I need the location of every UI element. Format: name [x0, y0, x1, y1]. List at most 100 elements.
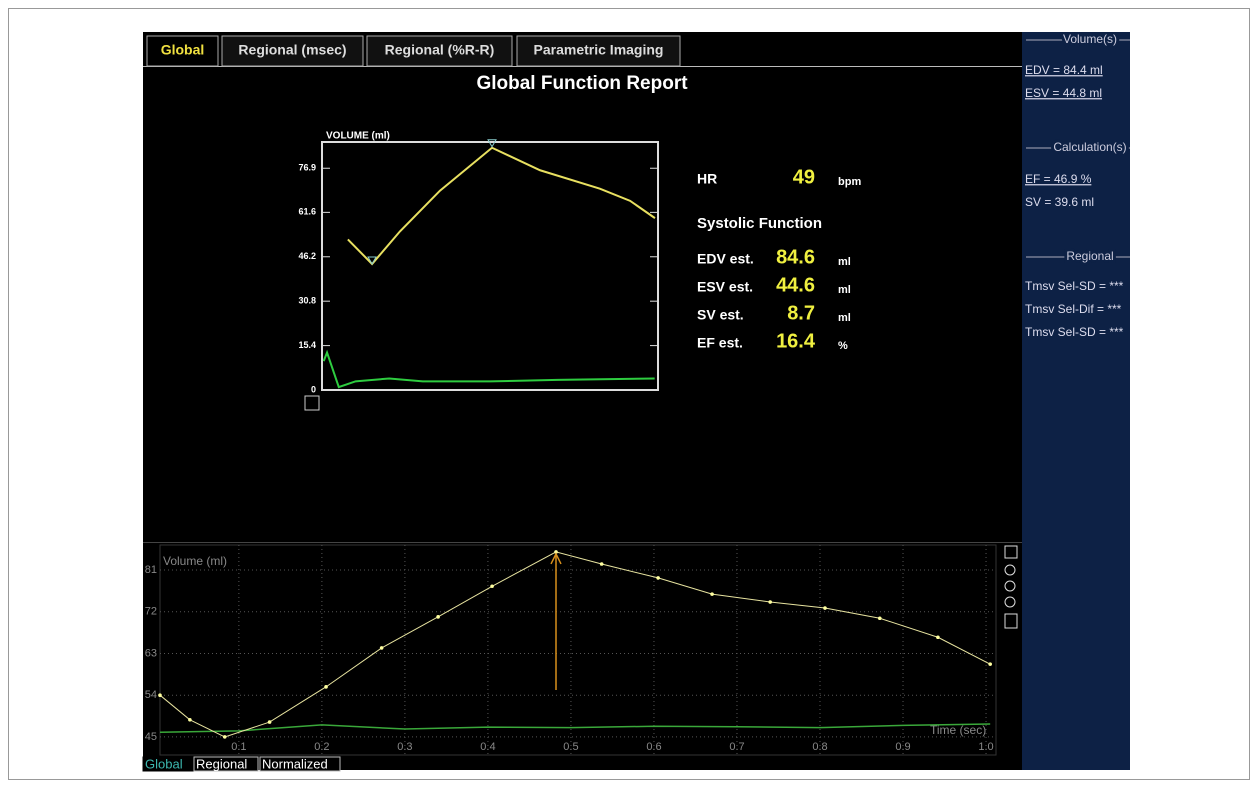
- x-axis-label: Time (sec): [930, 723, 986, 737]
- y-tick-label: 45: [145, 731, 157, 743]
- stat-label: ESV est.: [697, 279, 753, 295]
- tab[interactable]: [146, 35, 219, 67]
- side-item[interactable]: SV = 39.6 ml: [1025, 195, 1094, 209]
- tool-add[interactable]: [1004, 545, 1018, 559]
- y-tick-label: 54: [145, 689, 157, 701]
- tab[interactable]: [516, 35, 681, 67]
- stat-unit: ml: [838, 284, 851, 296]
- extremum-marker: [367, 256, 377, 265]
- tool-pan[interactable]: [1004, 613, 1018, 629]
- y-tick-label: 76.9: [298, 163, 316, 173]
- report-title: Global Function Report: [476, 73, 688, 94]
- section-heading: Calculation(s): [1053, 140, 1126, 154]
- y-tick-label: 63: [145, 647, 157, 659]
- bottom-tab[interactable]: [193, 756, 259, 772]
- volume-point: [222, 735, 227, 739]
- y-tick-label: 0: [311, 384, 316, 394]
- volume-point: [436, 615, 440, 619]
- stat-value: 84.6: [776, 246, 815, 268]
- bottom-tab-label: Normalized: [262, 756, 328, 771]
- hr-label: HR: [697, 171, 717, 187]
- volume-point: [490, 584, 494, 589]
- volume-point: [823, 606, 827, 610]
- side-item[interactable]: ESV = 44.8 ml: [1025, 86, 1102, 100]
- stat-unit: ml: [838, 312, 851, 324]
- tab-label: Regional (msec): [238, 42, 346, 58]
- stat-label: EF est.: [697, 335, 743, 351]
- stat-unit: %: [838, 340, 848, 352]
- tool-zoom-in[interactable]: [1004, 564, 1016, 576]
- y-tick-label: 81: [145, 564, 157, 576]
- x-tick-label: 0.5: [563, 741, 578, 753]
- section-heading: Volume(s): [1063, 32, 1117, 46]
- side-item[interactable]: Tmsv Sel-SD = ***: [1025, 325, 1124, 339]
- volume-point: [988, 662, 992, 666]
- tool-zoom-reset[interactable]: [1004, 596, 1016, 608]
- x-tick-label: 0.1: [231, 741, 246, 753]
- side-item[interactable]: Tmsv Sel-SD = ***: [1025, 279, 1124, 293]
- y-tick-label: 61.6: [298, 207, 316, 217]
- volume-point: [324, 685, 328, 689]
- bottom-tab-label: Regional: [196, 756, 247, 771]
- peak-arrow-head: [550, 552, 562, 565]
- time-chart-box: [159, 544, 997, 756]
- volume-point: [188, 717, 192, 722]
- baseline-line: [159, 723, 991, 734]
- tab[interactable]: [221, 35, 364, 67]
- tool-zoom-out[interactable]: [1004, 580, 1016, 592]
- side-content: Volume(s) EDV = 84.4 ml ESV = 44.8 ml Calcu…: [1025, 32, 1130, 339]
- x-tick-label: 1.0: [978, 741, 993, 753]
- hr-value: 49: [793, 166, 815, 188]
- side-item[interactable]: EF = 46.9 %: [1025, 172, 1092, 186]
- section-label: Systolic Function: [697, 215, 822, 232]
- volume-point: [379, 646, 384, 650]
- volume-point: [768, 600, 772, 604]
- stat-value: 8.7: [787, 302, 815, 324]
- stat-value: 16.4: [776, 330, 816, 352]
- separator: [143, 542, 1022, 543]
- volume-point: [554, 550, 558, 554]
- baseline-line: [322, 349, 655, 389]
- zoom-icon[interactable]: [304, 395, 320, 411]
- volume-point: [936, 635, 940, 640]
- bottom-tab[interactable]: [142, 756, 194, 772]
- x-tick-label: 0.4: [480, 741, 495, 753]
- stat-label: EDV est.: [697, 251, 754, 267]
- volume-point: [656, 576, 660, 580]
- y-tick-label: 72: [145, 606, 157, 618]
- volume-point: [710, 592, 714, 596]
- y-axis-label: VOLUME (ml): [326, 131, 390, 142]
- x-tick-label: 0.2: [314, 741, 329, 753]
- extremum-marker: [487, 139, 497, 148]
- volume-point: [267, 720, 272, 724]
- x-tick-label: 0.7: [729, 741, 744, 753]
- stat-label: SV est.: [697, 307, 744, 323]
- x-tick-label: 0.9: [895, 741, 910, 753]
- x-tick-label: 0.8: [812, 741, 827, 753]
- side-item[interactable]: EDV = 84.4 ml: [1025, 63, 1103, 77]
- tab[interactable]: [366, 35, 513, 67]
- y-tick-label: 46.2: [298, 251, 316, 261]
- side-item[interactable]: Tmsv Sel-Dif = ***: [1025, 302, 1122, 316]
- y-tick-label: 15.4: [298, 340, 316, 350]
- stat-value: 44.6: [776, 274, 815, 296]
- volume-chart-box: [321, 141, 659, 391]
- x-tick-label: 0.3: [397, 741, 412, 753]
- frame: [8, 8, 1250, 780]
- hr-unit: bpm: [838, 176, 861, 188]
- tab-label: Global: [161, 42, 205, 58]
- x-tick-label: 0.6: [646, 741, 661, 753]
- toolbar: [1004, 545, 1018, 629]
- volume-point: [158, 693, 162, 697]
- bottom-tab-label: Global: [145, 756, 183, 771]
- tab-label: Parametric Imaging: [534, 42, 664, 58]
- volume-point: [877, 616, 882, 621]
- bottom-tab[interactable]: [259, 756, 341, 772]
- section-heading: Regional: [1066, 249, 1113, 263]
- y-axis-label: Volume (ml): [163, 554, 227, 568]
- y-tick-label: 30.8: [298, 296, 316, 306]
- stat-unit: ml: [838, 256, 851, 268]
- tab-label: Regional (%R-R): [385, 42, 495, 58]
- volume-point: [599, 562, 604, 566]
